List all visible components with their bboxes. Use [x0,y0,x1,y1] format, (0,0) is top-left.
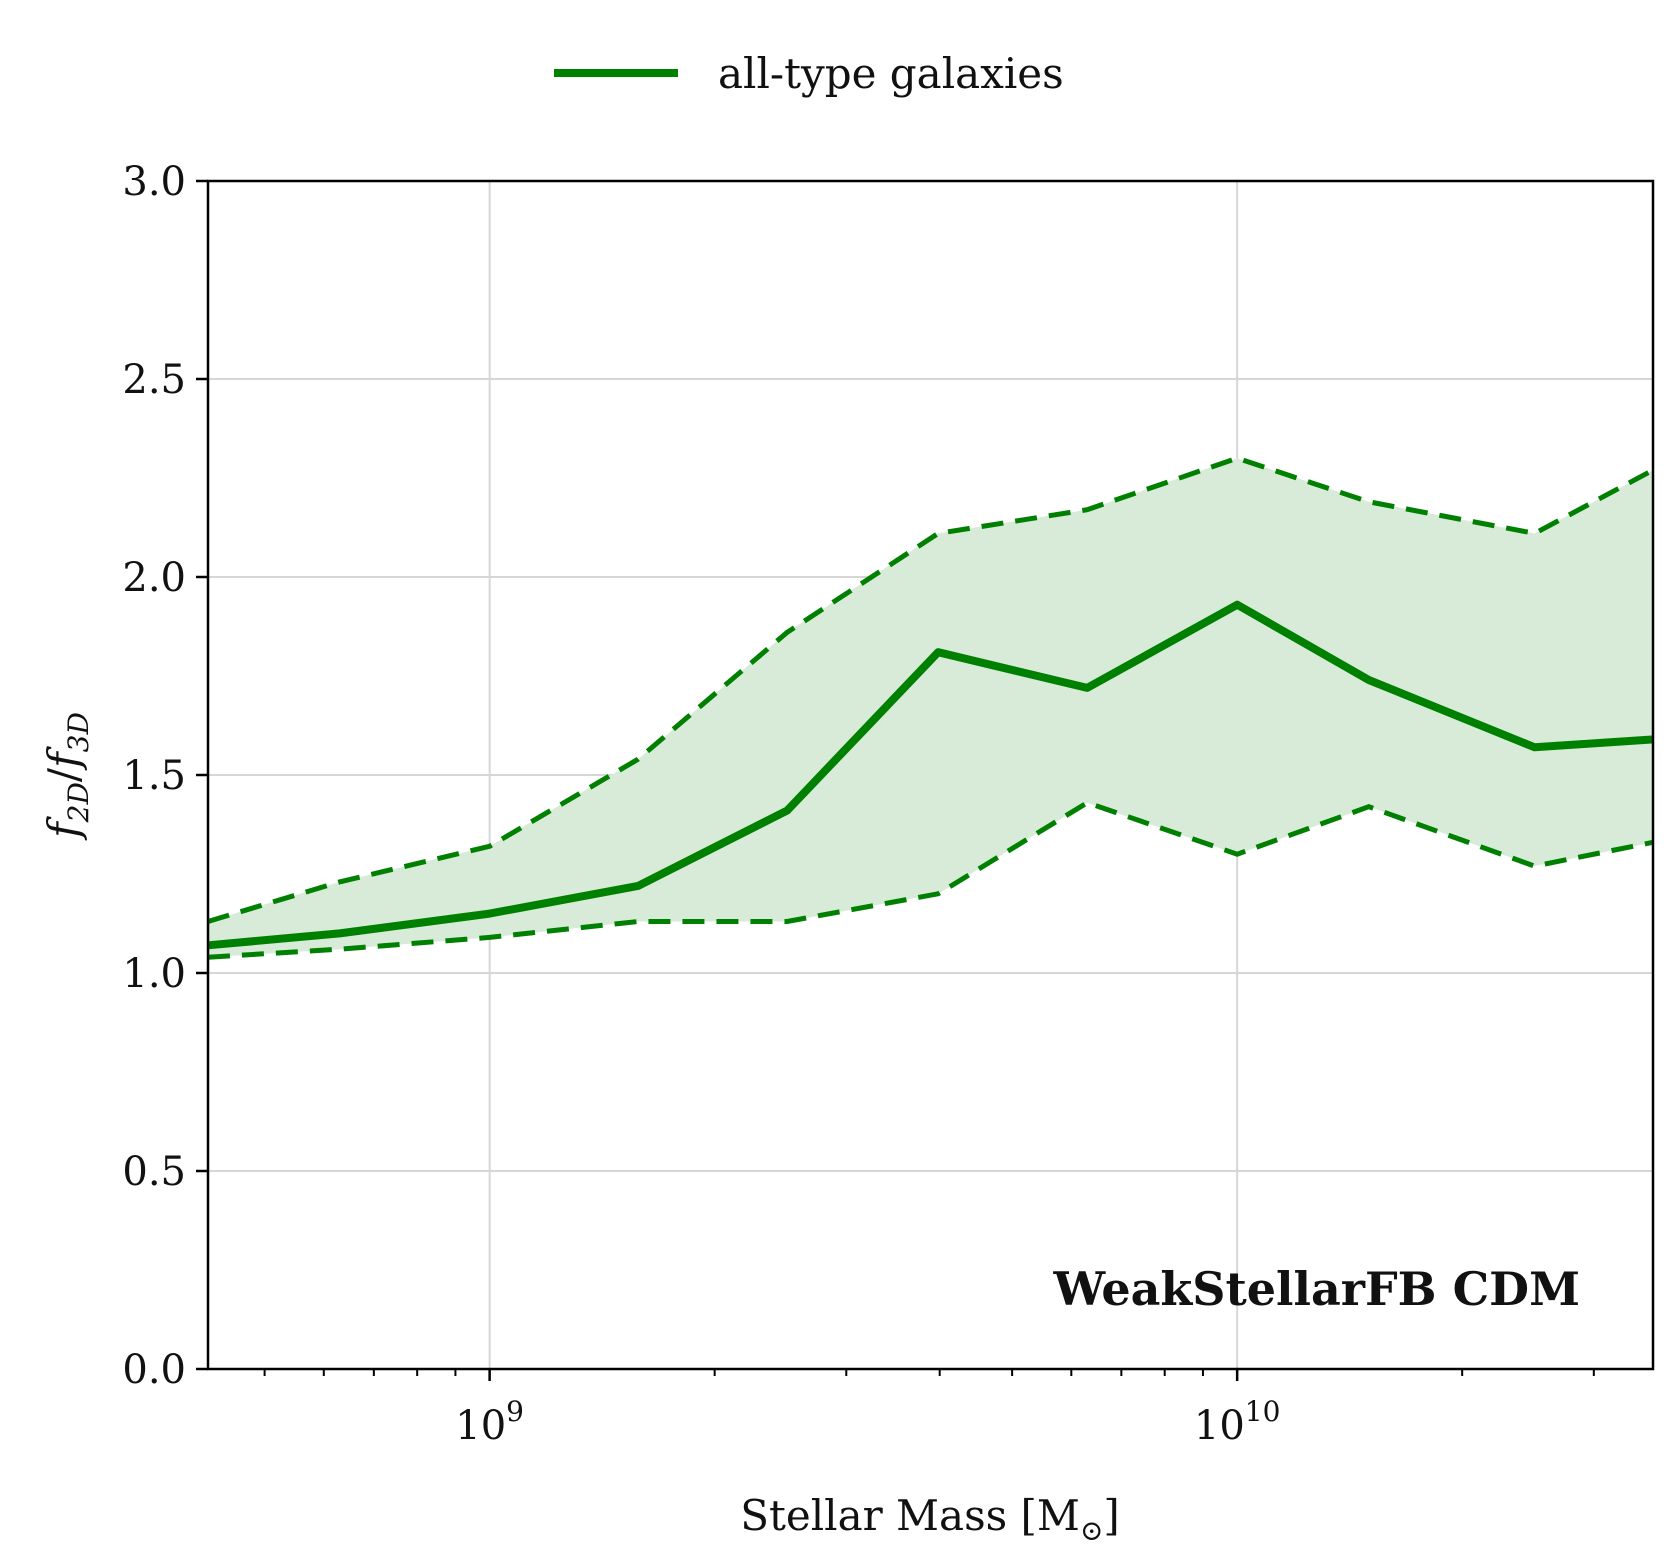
x-axis-label: Stellar Mass [M⊙] [740,1491,1120,1547]
y-tick-label: 0.0 [122,1347,186,1393]
y-label-sub1: 2D [62,782,95,823]
x-label-sub: ⊙ [1080,1514,1103,1547]
y-label-sub2: 3D [62,712,95,752]
x-label-end: ] [1103,1491,1119,1540]
y-tick-label: 2.5 [122,357,186,403]
legend: all-type galaxies [554,49,1064,98]
y-tick-label: 1.0 [122,951,186,997]
x-tick-label: 109 [455,1395,524,1449]
x-tick-label: 1010 [1194,1395,1281,1449]
x-label-main: Stellar Mass [M [740,1491,1080,1540]
y-tick-label: 3.0 [122,159,186,205]
axis-ticks: 0.0 0.5 1.0 1.5 2.0 2.5 3.0 109 1010 [122,159,1595,1449]
y-tick-label: 0.5 [122,1149,186,1195]
upper-percentile-line [207,455,1655,924]
y-tick-label: 2.0 [122,555,186,601]
y-tick-label: 1.5 [122,753,186,799]
legend-label: all-type galaxies [718,49,1064,98]
model-annotation: WeakStellarFB CDM [1052,1262,1580,1316]
y-label-sep: / [39,767,88,782]
y-axis-label: f2D/f3D [39,712,95,841]
